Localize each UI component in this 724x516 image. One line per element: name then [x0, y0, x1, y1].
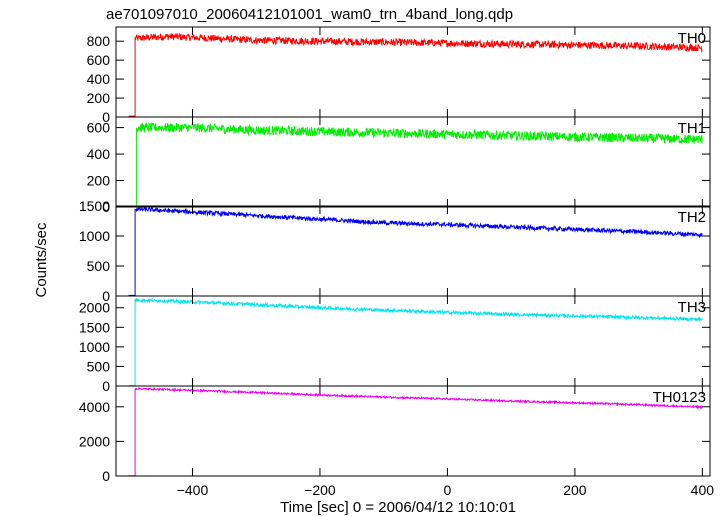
y-tick-label: 4000 [79, 399, 110, 415]
panel-group: 0 200 400 600 800 TH0 0 200 400 600 TH1 0 500 1000 150… [79, 26, 715, 498]
panel-label-th3: TH3 [678, 299, 706, 316]
y-tick-label: 0 [102, 468, 110, 484]
y-tick-label: 800 [87, 33, 111, 49]
panel-frame-th1 [115, 116, 711, 208]
x-tick-label: −400 [177, 482, 209, 498]
y-tick-label: 500 [87, 358, 111, 374]
chart-title: ae701097010_20060412101001_wam0_trn_4ban… [106, 6, 513, 23]
x-tick-label: 400 [691, 482, 715, 498]
y-tick-label: 600 [87, 52, 111, 68]
y-tick-label: 400 [87, 71, 111, 87]
y-axis-label: Counts/sec [33, 222, 50, 298]
y-tick-label: 2000 [79, 433, 110, 449]
y-tick-label: 2000 [79, 300, 110, 316]
y-tick-label: 1500 [79, 319, 110, 335]
y-tick-label: 1500 [79, 198, 110, 214]
x-axis-label: Time [sec] 0 = 2006/04/12 10:10:01 [280, 499, 516, 516]
series-line-th0123 [128, 386, 703, 477]
y-tick-label: 1000 [79, 228, 110, 244]
x-tick-label: −200 [304, 482, 336, 498]
panel-frame-th2 [115, 205, 711, 297]
series-line-th0 [128, 32, 703, 117]
panel-label-th1: TH1 [678, 120, 706, 137]
y-tick-label: 500 [87, 258, 111, 274]
panel-label-th0: TH0 [678, 30, 706, 47]
series-line-th1 [128, 121, 703, 207]
y-tick-label: 0 [102, 288, 110, 304]
y-tick-label: 1000 [79, 339, 110, 355]
y-tick-label: 0 [102, 199, 110, 215]
y-tick-label: 0 [102, 109, 110, 125]
x-tick-label: 0 [444, 482, 452, 498]
panel-frame-th0123 [115, 385, 711, 477]
series-line-th3 [128, 297, 703, 387]
series-line-th2 [128, 206, 703, 296]
y-tick-label: 600 [87, 120, 111, 136]
panel-label-th2: TH2 [678, 209, 706, 226]
y-tick-label: 0 [102, 378, 110, 394]
x-tick-label: 200 [563, 482, 587, 498]
y-tick-label: 400 [87, 146, 111, 162]
panel-label-th0123: TH0123 [653, 389, 706, 406]
y-tick-label: 200 [87, 173, 111, 189]
y-tick-label: 200 [87, 90, 111, 106]
